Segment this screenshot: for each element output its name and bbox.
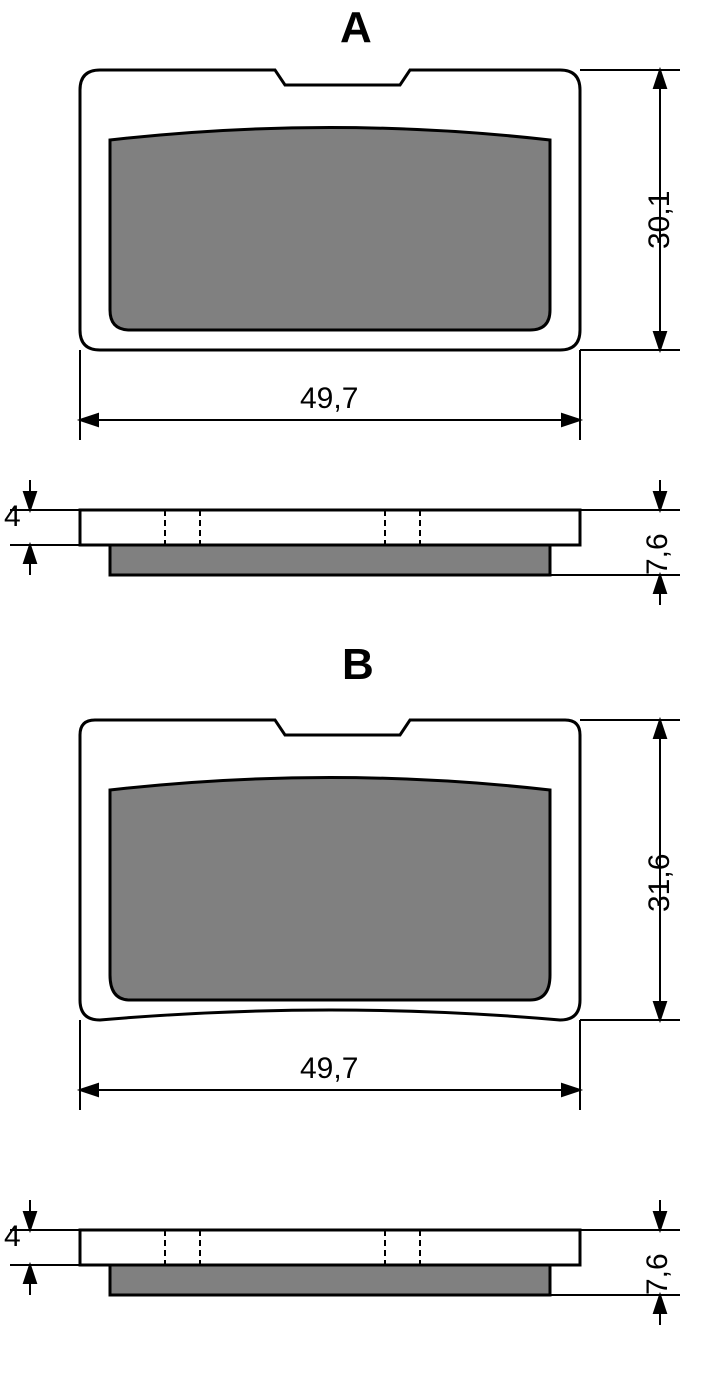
dim-b-height-label: 31,6 bbox=[643, 832, 677, 912]
dim-b-thickness-label: 7,6 bbox=[641, 1235, 675, 1295]
pad-b-side-backing bbox=[80, 1230, 580, 1265]
pad-b-friction-material bbox=[110, 778, 550, 1001]
dim-b-width-label: 49,7 bbox=[300, 1052, 358, 1086]
section-b-label: B bbox=[342, 640, 374, 690]
dim-a-thickness-label: 7,6 bbox=[641, 515, 675, 575]
dim-b-plate-label: 4 bbox=[4, 1220, 21, 1254]
pad-b-side-friction bbox=[110, 1265, 550, 1295]
dim-a-width-label: 49,7 bbox=[300, 382, 358, 416]
dim-a-plate-label: 4 bbox=[4, 500, 21, 534]
pad-a-friction-material bbox=[110, 128, 550, 331]
pad-a-side-friction bbox=[110, 545, 550, 575]
drawing-svg bbox=[0, 0, 714, 1400]
technical-drawing: A bbox=[0, 0, 714, 1400]
dim-a-height-label: 30,1 bbox=[643, 169, 677, 249]
pad-a-side-backing bbox=[80, 510, 580, 545]
